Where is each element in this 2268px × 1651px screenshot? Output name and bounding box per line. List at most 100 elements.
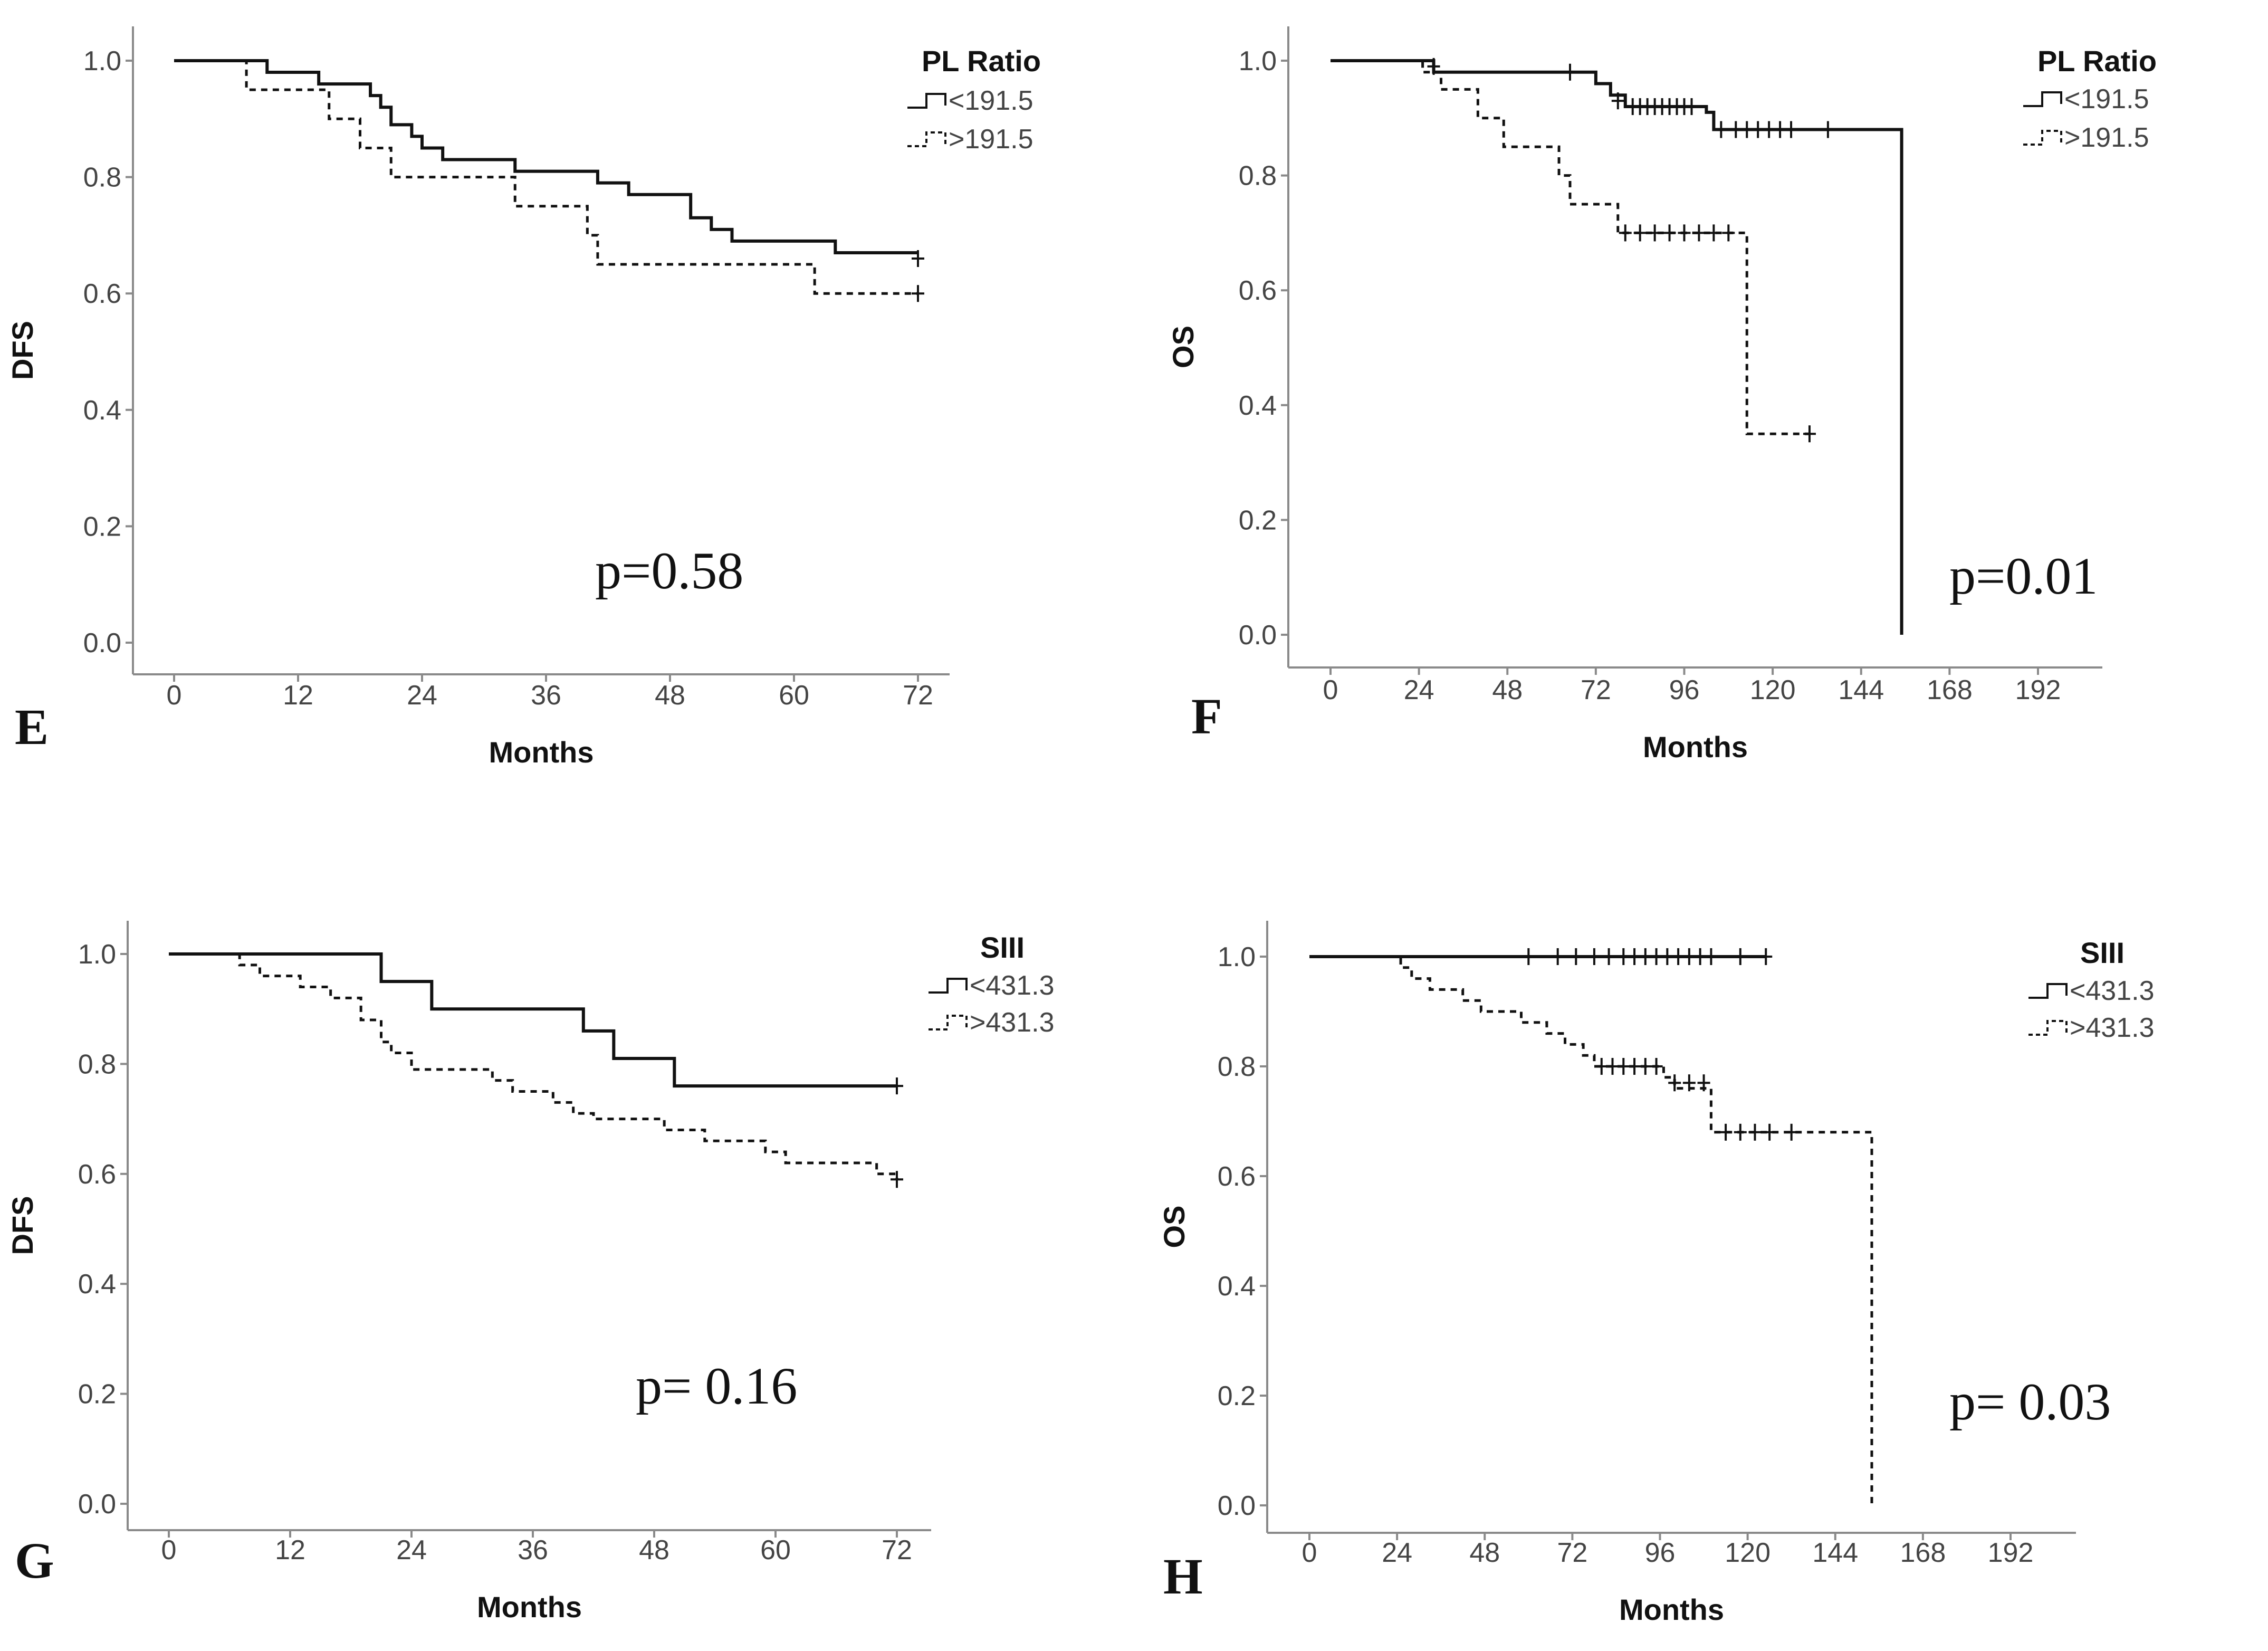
y-tick-label: 0.0 xyxy=(1239,620,1277,651)
panel-g-dfs-siii: 0 12 24 36 48 60 72 0.0 0.2 0.4 0.6 0.8 1.0 Months DFS… xyxy=(6,921,1055,1624)
x-tick-label: 48 xyxy=(1469,1538,1500,1568)
y-tick-label: 0.8 xyxy=(1218,1052,1256,1082)
panel-letter: G xyxy=(15,1532,54,1589)
y-tick-label: 0.6 xyxy=(1218,1161,1256,1192)
legend-swatch xyxy=(907,93,946,109)
x-axis-title: Months xyxy=(1643,730,1748,764)
y-tick-label: 0.8 xyxy=(83,163,121,193)
panel-h-os-siii: 0 24 48 72 96 120 144 168 192 0.0 0.2 0.4 0.6 0.8 1.0 M… xyxy=(1157,921,2155,1626)
y-tick-label: 1.0 xyxy=(1239,46,1277,77)
km-curve-high xyxy=(1309,955,1873,1505)
legend-label: >191.5 xyxy=(2064,122,2149,153)
y-tick-label: 0.2 xyxy=(78,1379,116,1410)
x-tick-label: 12 xyxy=(275,1535,305,1566)
x-tick-label: 36 xyxy=(518,1535,548,1566)
x-tick-label: 168 xyxy=(1900,1538,1946,1568)
x-tick-label: 24 xyxy=(396,1535,427,1566)
km-curve-high xyxy=(1331,59,1810,435)
x-tick-label: 120 xyxy=(1725,1538,1771,1568)
panel-letter: H xyxy=(1163,1548,1203,1605)
x-tick-label: 72 xyxy=(903,680,933,711)
legend-title: SIII xyxy=(2080,936,2125,969)
panel-e-dfs-pl-ratio: 0 12 24 36 48 60 72 0.0 0.2 0.4 0.6 0.8 1.0 Months DFS… xyxy=(6,26,1041,769)
legend-title: PL Ratio xyxy=(2037,44,2157,78)
legend-swatch xyxy=(2028,1020,2068,1036)
y-axis-title: OS xyxy=(1157,1206,1191,1248)
legend-label: <191.5 xyxy=(949,85,1033,116)
x-tick-label: 60 xyxy=(779,680,809,711)
y-tick-label: 0.4 xyxy=(83,395,121,426)
legend-label: >431.3 xyxy=(2070,1013,2155,1043)
y-axis-title: DFS xyxy=(6,321,39,380)
p-value: p=0.58 xyxy=(595,541,743,600)
x-tick-label: 24 xyxy=(1404,675,1434,705)
y-tick-label: 1.0 xyxy=(1218,942,1256,972)
legend-swatch xyxy=(929,1015,968,1030)
x-tick-label: 0 xyxy=(167,680,182,711)
legend-title: SIII xyxy=(980,931,1025,964)
x-tick-label: 0 xyxy=(1323,675,1338,705)
x-tick-label: 0 xyxy=(1302,1538,1317,1568)
x-axis-title: Months xyxy=(1619,1593,1724,1626)
p-value: p= 0.16 xyxy=(636,1357,797,1415)
y-tick-label: 1.0 xyxy=(83,46,121,77)
y-tick-label: 0.2 xyxy=(1218,1381,1256,1411)
x-tick-label: 72 xyxy=(1581,675,1611,705)
p-value: p=0.01 xyxy=(1949,547,2098,605)
x-tick-label: 24 xyxy=(407,680,437,711)
x-tick-label: 144 xyxy=(1812,1538,1858,1568)
x-tick-label: 72 xyxy=(882,1535,912,1566)
legend-label: <191.5 xyxy=(2064,84,2149,114)
y-tick-label: 0.6 xyxy=(1239,275,1277,306)
x-tick-label: 168 xyxy=(1927,675,1973,705)
y-tick-label: 0.4 xyxy=(1239,390,1277,421)
x-tick-label: 48 xyxy=(1492,675,1523,705)
legend-swatch xyxy=(907,131,946,147)
x-tick-label: 36 xyxy=(531,680,561,711)
y-axis-title: OS xyxy=(1166,326,1200,368)
legend-title: PL Ratio xyxy=(922,44,1041,78)
panel-f-os-pl-ratio: 0 24 48 72 96 120 144 168 192 0.0 0.2 0.4 0.6 0.8 1.0 M… xyxy=(1166,26,2157,764)
y-tick-label: 0.6 xyxy=(78,1159,116,1190)
x-tick-label: 192 xyxy=(2015,675,2061,705)
x-tick-label: 192 xyxy=(1988,1538,2034,1568)
x-tick-label: 48 xyxy=(639,1535,669,1566)
x-tick-label: 96 xyxy=(1645,1538,1676,1568)
legend-label: <431.3 xyxy=(970,970,1055,1001)
y-tick-label: 1.0 xyxy=(78,939,116,970)
y-tick-label: 0.6 xyxy=(83,279,121,309)
x-axis-title: Months xyxy=(477,1590,582,1624)
x-tick-label: 0 xyxy=(161,1535,177,1566)
legend-label: >431.3 xyxy=(970,1007,1055,1038)
x-tick-label: 96 xyxy=(1669,675,1700,705)
km-curve-low xyxy=(169,952,897,1088)
km-curve-low xyxy=(174,59,918,254)
y-tick-label: 0.2 xyxy=(83,511,121,542)
y-tick-label: 0.8 xyxy=(78,1049,116,1080)
y-tick-label: 0.0 xyxy=(78,1489,116,1520)
y-axis-title: DFS xyxy=(6,1196,39,1255)
panel-letter: E xyxy=(15,699,49,755)
legend-swatch xyxy=(2023,91,2062,107)
y-tick-label: 0.8 xyxy=(1239,161,1277,192)
km-curve-high xyxy=(169,952,898,1180)
x-tick-label: 12 xyxy=(283,680,313,711)
km-curve-low xyxy=(1331,59,1903,635)
x-tick-label: 72 xyxy=(1557,1538,1587,1568)
y-tick-label: 0.0 xyxy=(1218,1491,1256,1521)
y-tick-label: 0.4 xyxy=(1218,1271,1256,1302)
x-axis-title: Months xyxy=(489,736,594,769)
legend-label: <431.3 xyxy=(2070,976,2155,1006)
legend-swatch xyxy=(2023,130,2062,146)
x-tick-label: 60 xyxy=(760,1535,791,1566)
x-tick-label: 120 xyxy=(1750,675,1796,705)
p-value: p= 0.03 xyxy=(1949,1372,2111,1431)
panel-letter: F xyxy=(1191,688,1222,745)
y-tick-label: 0.4 xyxy=(78,1269,116,1300)
x-tick-label: 144 xyxy=(1838,675,1884,705)
x-tick-label: 48 xyxy=(655,680,685,711)
legend-swatch xyxy=(929,978,968,994)
y-tick-label: 0.2 xyxy=(1239,505,1277,536)
legend-swatch xyxy=(2028,983,2068,999)
